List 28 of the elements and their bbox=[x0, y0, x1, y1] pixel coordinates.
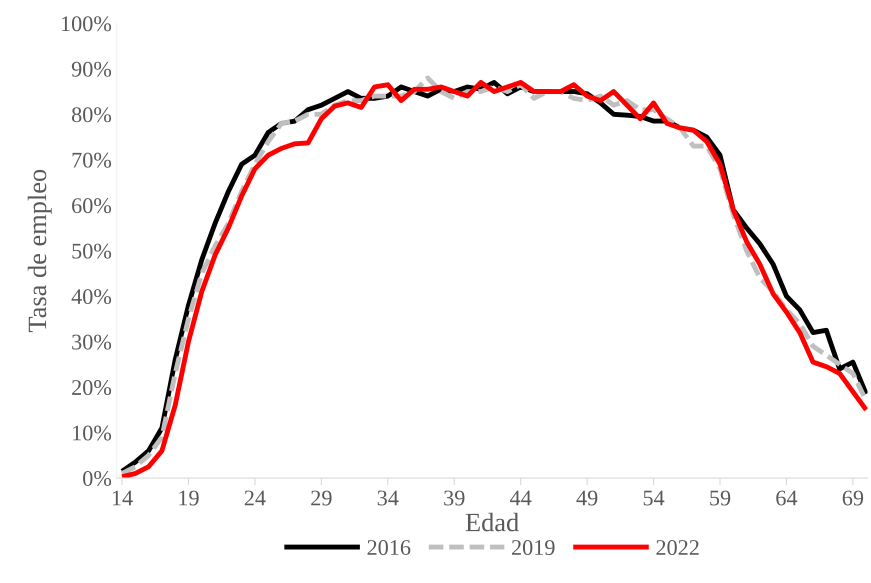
x-tick-label: 29 bbox=[311, 490, 332, 506]
x-tick-label: 24 bbox=[244, 490, 266, 506]
y-tick-label: 60% bbox=[72, 198, 112, 214]
y-tick-label: 70% bbox=[72, 152, 112, 168]
y-tick-label: 90% bbox=[72, 62, 112, 77]
y-tick-label: 10% bbox=[73, 426, 112, 441]
y-tick-label: 30% bbox=[72, 334, 112, 350]
x-tick-label: 19 bbox=[179, 490, 199, 506]
x-tick-label: 49 bbox=[576, 490, 598, 506]
y-tick-label: 40% bbox=[72, 289, 112, 304]
legend-label: 2016 bbox=[368, 540, 410, 556]
y-tick-label: 0% bbox=[83, 470, 112, 486]
x-tick-label: 39 bbox=[444, 490, 464, 506]
y-tick-label: 80% bbox=[72, 107, 112, 122]
x-tick-label: 64 bbox=[776, 490, 798, 506]
x-tick-label: 59 bbox=[710, 490, 730, 506]
x-tick-label: 34 bbox=[378, 490, 399, 506]
y-tick-label: 50% bbox=[72, 244, 112, 259]
legend-label: 2022 bbox=[656, 540, 699, 556]
x-tick-label: 14 bbox=[112, 490, 133, 506]
legend-label: 2019 bbox=[512, 540, 555, 556]
x-tick-label: 69 bbox=[842, 490, 864, 506]
y-tick-label: 20% bbox=[72, 380, 112, 396]
x-tick-label: 54 bbox=[644, 490, 664, 506]
y-tick-label: 100% bbox=[62, 16, 112, 32]
x-axis-title: Edad bbox=[466, 512, 519, 532]
y-axis-title: Tasa de empleo bbox=[28, 170, 52, 332]
x-tick-label: 44 bbox=[510, 490, 532, 506]
